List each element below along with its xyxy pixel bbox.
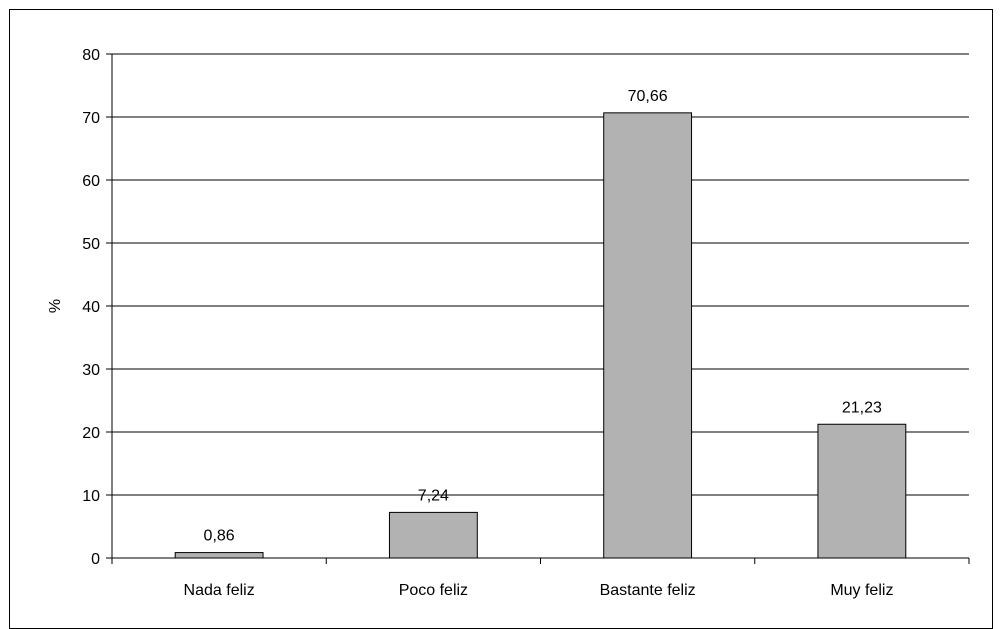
bar: [174, 552, 264, 559]
x-tick-label: Muy feliz: [830, 582, 893, 599]
data-labels: 0,86 7,24 70,66 21,23: [204, 88, 882, 545]
y-tick-labels: 0 10 20 30 40 50 60 70 80: [82, 47, 100, 568]
bars: [174, 112, 907, 559]
y-tick-label: 10: [82, 488, 100, 505]
y-tick-label: 60: [82, 173, 100, 190]
y-tick-label: 20: [82, 425, 100, 442]
data-label: 0,86: [204, 528, 235, 545]
data-label: 21,23: [842, 399, 882, 416]
bar: [388, 511, 478, 559]
x-tick-label: Poco feliz: [399, 582, 468, 599]
data-label: 7,24: [418, 487, 449, 504]
x-tick-labels: Nada feliz Poco feliz Bastante feliz Muy fe…: [184, 582, 894, 599]
bar: [817, 423, 907, 559]
y-tick-label: 70: [82, 110, 100, 127]
data-label: 70,66: [628, 88, 668, 105]
y-tick-label: 0: [91, 551, 100, 568]
x-tick-label: Bastante feliz: [600, 582, 696, 599]
y-tick-label: 80: [82, 47, 100, 64]
x-tick-label: Nada feliz: [184, 582, 255, 599]
y-tick-label: 40: [82, 299, 100, 316]
y-tick-label: 50: [82, 236, 100, 253]
y-axis-label: %: [47, 299, 64, 313]
y-tick-label: 30: [82, 362, 100, 379]
bar: [603, 112, 693, 559]
axes: [106, 53, 970, 564]
